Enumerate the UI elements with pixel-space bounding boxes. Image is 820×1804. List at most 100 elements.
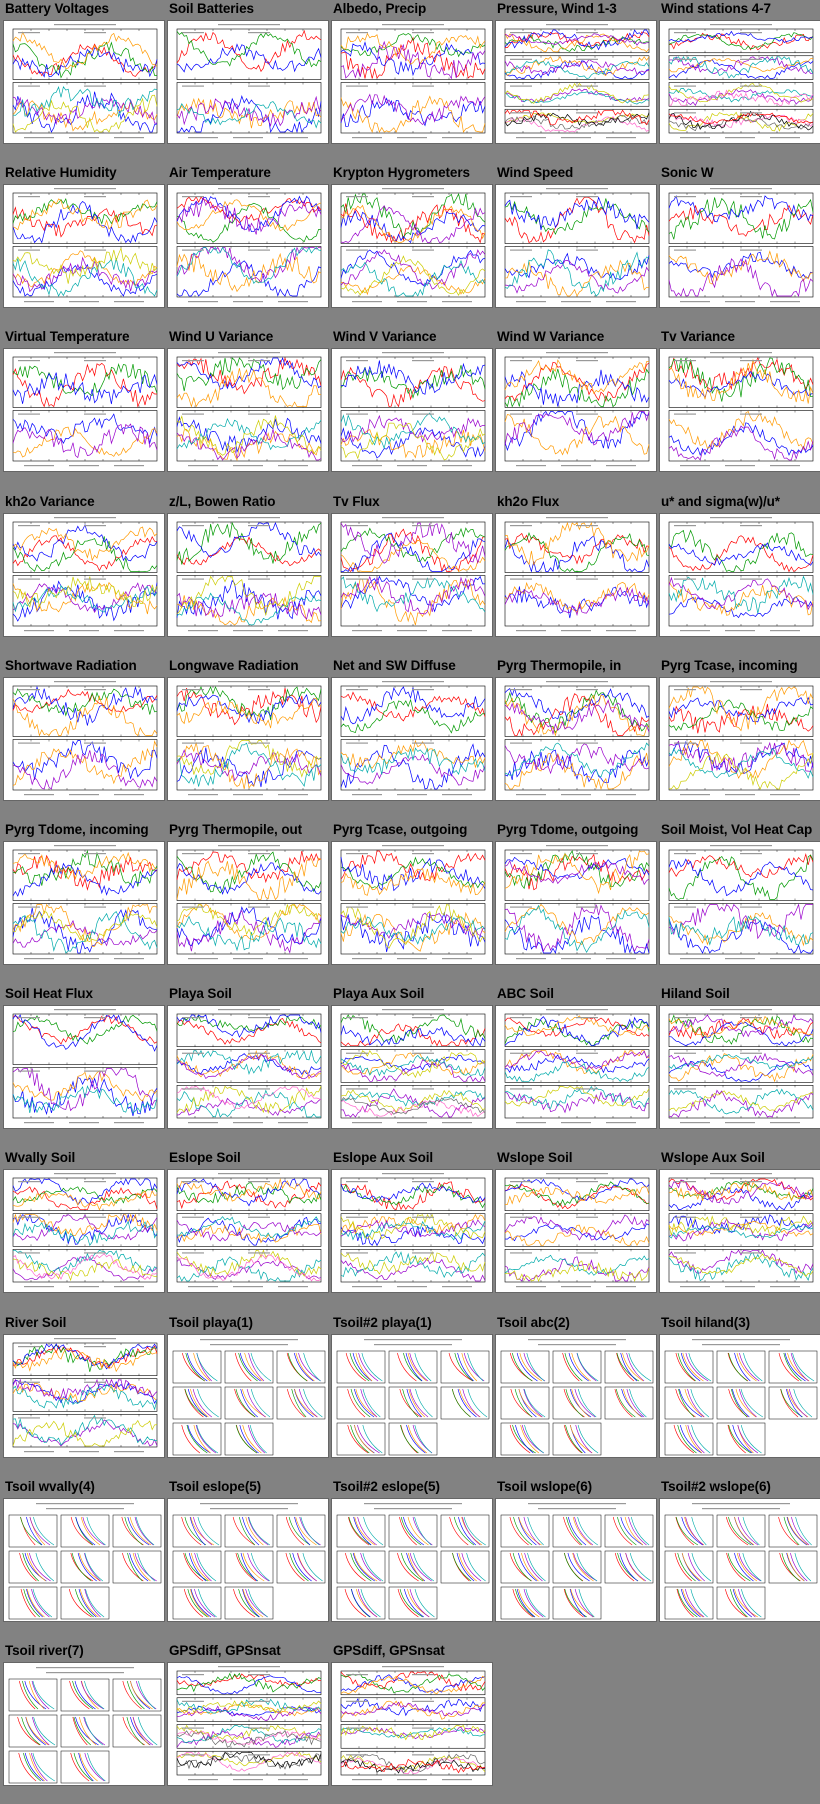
plot-title[interactable]: Wind W Variance xyxy=(497,329,605,345)
plot-thumbnail[interactable] xyxy=(495,348,657,473)
plot-thumbnail[interactable] xyxy=(167,348,329,473)
plot-thumbnail[interactable] xyxy=(3,1005,165,1130)
plot-title[interactable]: Virtual Temperature xyxy=(5,329,130,345)
plot-tile[interactable]: Tsoil hiland(3) xyxy=(659,1314,820,1474)
plot-thumbnail[interactable] xyxy=(659,1169,820,1294)
plot-thumbnail[interactable] xyxy=(495,676,657,801)
plot-tile[interactable]: Eslope Aux Soil xyxy=(331,1149,493,1309)
plot-tile[interactable]: Albedo, Precip xyxy=(331,0,493,160)
plot-thumbnail[interactable] xyxy=(495,20,657,144)
plot-thumbnail[interactable] xyxy=(331,1169,493,1294)
plot-thumbnail[interactable] xyxy=(495,1005,657,1130)
plot-title[interactable]: GPSdiff, GPSnsat xyxy=(169,1643,281,1658)
plot-tile[interactable]: Wslope Aux Soil xyxy=(659,1149,820,1309)
plot-thumbnail[interactable] xyxy=(659,348,820,473)
plot-title[interactable]: Tsoil wvally(4) xyxy=(5,1478,95,1494)
plot-title[interactable]: Pyrg Tdome, outgoing xyxy=(497,822,639,837)
plot-tile[interactable]: Battery Voltages xyxy=(3,0,165,160)
plot-title[interactable]: Shortwave Radiation xyxy=(5,657,137,673)
plot-title[interactable]: Wind V Variance xyxy=(333,329,437,345)
plot-thumbnail[interactable] xyxy=(3,1333,165,1458)
plot-tile[interactable]: Playa Soil xyxy=(167,985,329,1145)
plot-tile[interactable]: Tv Flux xyxy=(331,493,493,653)
plot-thumbnail[interactable] xyxy=(331,348,493,473)
plot-thumbnail[interactable] xyxy=(659,512,820,637)
plot-thumbnail[interactable] xyxy=(167,1005,329,1130)
plot-tile[interactable]: Tsoil abc(2) xyxy=(495,1314,657,1474)
plot-tile[interactable]: Longwave Radiation xyxy=(167,657,329,817)
plot-title[interactable]: Longwave Radiation xyxy=(169,657,299,673)
plot-thumbnail[interactable] xyxy=(3,184,165,309)
plot-thumbnail[interactable] xyxy=(3,1169,165,1294)
plot-tile[interactable]: Virtual Temperature xyxy=(3,328,165,488)
plot-title[interactable]: Sonic W xyxy=(661,165,714,181)
plot-tile[interactable]: Tsoil wvally(4) xyxy=(3,1478,165,1638)
plot-thumbnail[interactable] xyxy=(3,1662,165,1786)
plot-thumbnail[interactable] xyxy=(167,1497,329,1622)
plot-title[interactable]: Tv Flux xyxy=(333,493,380,509)
plot-title[interactable]: Soil Batteries xyxy=(169,1,254,16)
plot-title[interactable]: Soil Moist, Vol Heat Cap xyxy=(661,822,813,837)
plot-tile[interactable]: ABC Soil xyxy=(495,985,657,1145)
plot-thumbnail[interactable] xyxy=(331,1333,493,1458)
plot-tile[interactable]: Pressure, Wind 1-3 xyxy=(495,0,657,160)
plot-title[interactable]: Tsoil#2 playa(1) xyxy=(333,1314,432,1330)
plot-title[interactable]: ABC Soil xyxy=(497,986,554,1002)
plot-thumbnail[interactable] xyxy=(3,1497,165,1622)
plot-title[interactable]: Hiland Soil xyxy=(661,986,730,1002)
plot-title[interactable]: Albedo, Precip xyxy=(333,1,427,16)
plot-thumbnail[interactable] xyxy=(495,184,657,309)
plot-title[interactable]: Krypton Hygrometers xyxy=(333,165,470,181)
plot-tile[interactable]: z/L, Bowen Ratio xyxy=(167,493,329,653)
plot-thumbnail[interactable] xyxy=(495,841,657,965)
plot-thumbnail[interactable] xyxy=(331,512,493,637)
plot-thumbnail[interactable] xyxy=(3,841,165,965)
plot-tile[interactable]: Tv Variance xyxy=(659,328,820,488)
plot-tile[interactable]: Soil Moist, Vol Heat Cap xyxy=(659,821,820,981)
plot-title[interactable]: Tsoil#2 eslope(5) xyxy=(333,1478,440,1494)
plot-title[interactable]: Pyrg Tcase, outgoing xyxy=(333,822,468,837)
plot-title[interactable]: Tsoil hiland(3) xyxy=(661,1314,750,1330)
plot-tile[interactable]: Pyrg Thermopile, in xyxy=(495,657,657,817)
plot-thumbnail[interactable] xyxy=(331,676,493,801)
plot-title[interactable]: Tsoil#2 wslope(6) xyxy=(661,1478,771,1494)
plot-tile[interactable]: Wind W Variance xyxy=(495,328,657,488)
plot-thumbnail[interactable] xyxy=(495,1497,657,1622)
plot-tile[interactable]: Playa Aux Soil xyxy=(331,985,493,1145)
plot-title[interactable]: Net and SW Diffuse xyxy=(333,657,456,673)
plot-tile[interactable]: Tsoil playa(1) xyxy=(167,1314,329,1474)
plot-tile[interactable]: kh2o Flux xyxy=(495,493,657,653)
plot-thumbnail[interactable] xyxy=(331,184,493,309)
plot-tile[interactable]: Pyrg Tdome, outgoing xyxy=(495,821,657,981)
plot-tile[interactable]: Tsoil#2 playa(1) xyxy=(331,1314,493,1474)
plot-thumbnail[interactable] xyxy=(167,20,329,144)
plot-tile[interactable]: Tsoil#2 eslope(5) xyxy=(331,1478,493,1638)
plot-title[interactable]: Wslope Soil xyxy=(497,1150,573,1166)
plot-title[interactable]: Tsoil eslope(5) xyxy=(169,1478,262,1494)
plot-title[interactable]: Tsoil abc(2) xyxy=(497,1314,570,1330)
plot-thumbnail[interactable] xyxy=(659,1333,820,1458)
plot-tile[interactable]: Eslope Soil xyxy=(167,1149,329,1309)
plot-title[interactable]: z/L, Bowen Ratio xyxy=(169,493,276,509)
plot-thumbnail[interactable] xyxy=(659,1005,820,1130)
plot-thumbnail[interactable] xyxy=(3,676,165,801)
plot-thumbnail[interactable] xyxy=(659,841,820,965)
plot-tile[interactable]: GPSdiff, GPSnsat xyxy=(167,1642,329,1802)
plot-thumbnail[interactable] xyxy=(659,20,820,144)
plot-tile[interactable]: Wind Speed xyxy=(495,164,657,324)
plot-tile[interactable]: Pyrg Tcase, incoming xyxy=(659,657,820,817)
plot-thumbnail[interactable] xyxy=(495,512,657,637)
plot-tile[interactable]: Soil Heat Flux xyxy=(3,985,165,1145)
plot-thumbnail[interactable] xyxy=(167,184,329,309)
plot-thumbnail[interactable] xyxy=(167,1169,329,1294)
plot-title[interactable]: Tsoil wslope(6) xyxy=(497,1478,593,1494)
plot-title[interactable]: Tv Variance xyxy=(661,329,735,345)
plot-title[interactable]: Wvally Soil xyxy=(5,1150,76,1166)
plot-thumbnail[interactable] xyxy=(331,1005,493,1130)
plot-tile[interactable]: Soil Batteries xyxy=(167,0,329,160)
plot-tile[interactable]: Pyrg Tcase, outgoing xyxy=(331,821,493,981)
plot-title[interactable]: River Soil xyxy=(5,1314,67,1330)
plot-title[interactable]: Wind stations 4-7 xyxy=(661,1,771,16)
plot-thumbnail[interactable] xyxy=(495,1333,657,1458)
plot-tile[interactable]: Air Temperature xyxy=(167,164,329,324)
